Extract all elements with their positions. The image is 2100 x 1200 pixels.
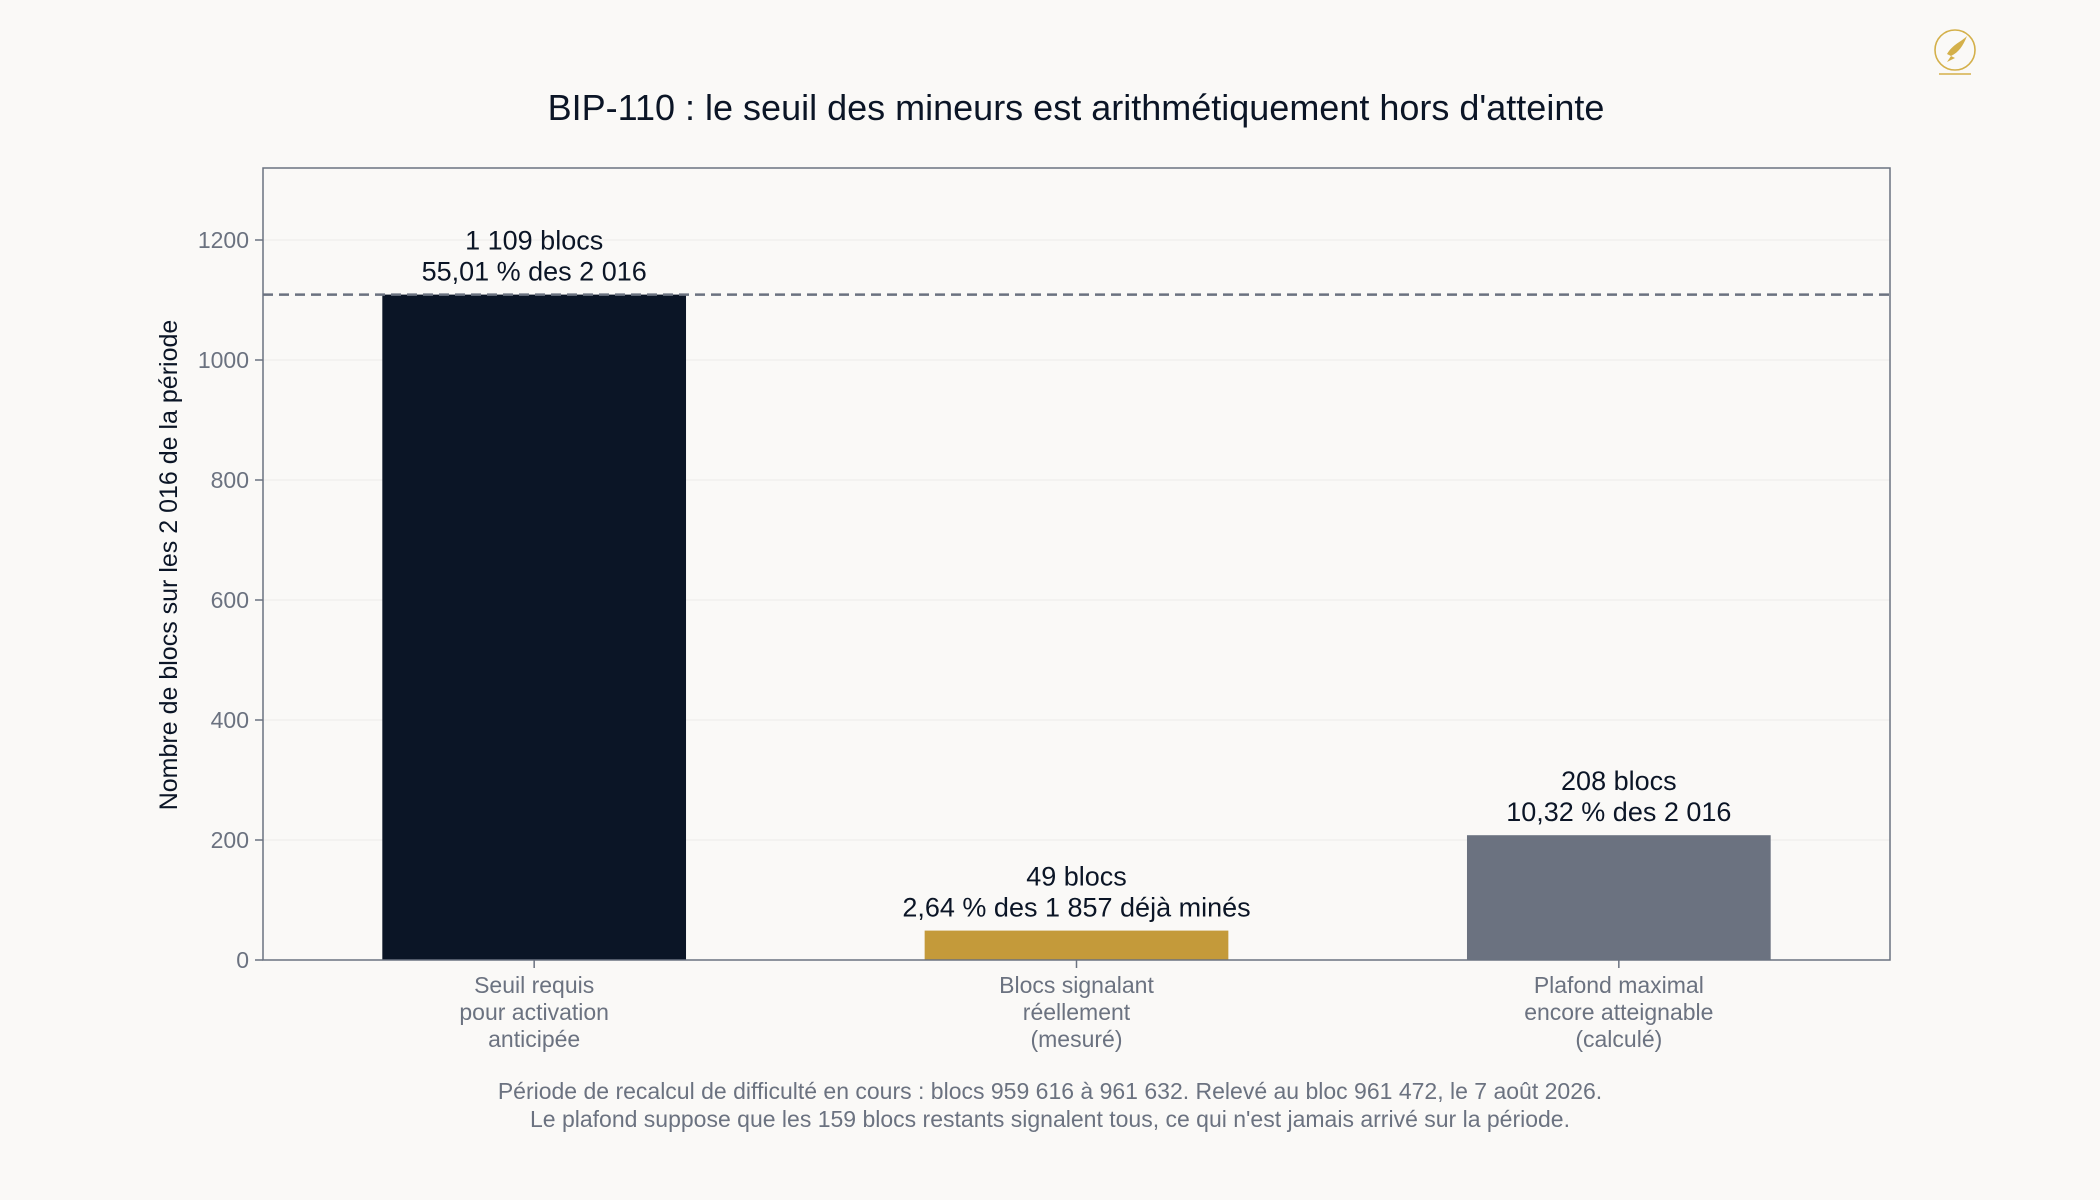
y-tick-label: 1200 bbox=[198, 227, 249, 253]
x-tick-label: (mesuré) bbox=[1030, 1026, 1122, 1052]
x-tick-label: anticipée bbox=[488, 1026, 580, 1052]
y-tick-label: 0 bbox=[236, 947, 249, 973]
bar bbox=[382, 294, 687, 961]
y-axis-ticks: 0 200 400 600 800 1000 1200 bbox=[198, 227, 263, 973]
y-tick-label: 800 bbox=[211, 467, 249, 493]
y-tick-label: 400 bbox=[211, 707, 249, 733]
x-tick-label: encore atteignable bbox=[1524, 999, 1713, 1025]
x-tick-label: Plafond maximal bbox=[1534, 972, 1704, 998]
bar bbox=[924, 930, 1229, 960]
bird-logo-icon bbox=[1934, 29, 1976, 75]
x-tick-label: Blocs signalant bbox=[999, 972, 1154, 998]
x-tick-label: réellement bbox=[1023, 999, 1131, 1025]
bar bbox=[1466, 835, 1771, 960]
x-tick-label: pour activation bbox=[459, 999, 609, 1025]
x-tick-label: (calculé) bbox=[1575, 1026, 1662, 1052]
data-label: 10,32 % des 2 016 bbox=[1506, 797, 1731, 827]
x-tick-label: Seuil requis bbox=[474, 972, 594, 998]
data-label: 55,01 % des 2 016 bbox=[422, 257, 647, 287]
bars bbox=[382, 294, 1771, 961]
y-tick-label: 600 bbox=[211, 587, 249, 613]
footnote-line-2: Le plafond suppose que les 159 blocs res… bbox=[529, 1106, 1570, 1132]
data-label: 208 blocs bbox=[1561, 766, 1677, 796]
y-axis-label: Nombre de blocs sur les 2 016 de la péri… bbox=[155, 320, 183, 811]
data-label: 49 blocs bbox=[1026, 862, 1127, 892]
y-tick-label: 200 bbox=[211, 827, 249, 853]
data-label: 2,64 % des 1 857 déjà minés bbox=[902, 893, 1250, 923]
chart-title: BIP-110 : le seuil des mineurs est arith… bbox=[548, 87, 1605, 128]
y-tick-label: 1000 bbox=[198, 347, 249, 373]
data-label: 1 109 blocs bbox=[465, 226, 603, 256]
footnote-line-1: Période de recalcul de difficulté en cou… bbox=[497, 1078, 1603, 1104]
